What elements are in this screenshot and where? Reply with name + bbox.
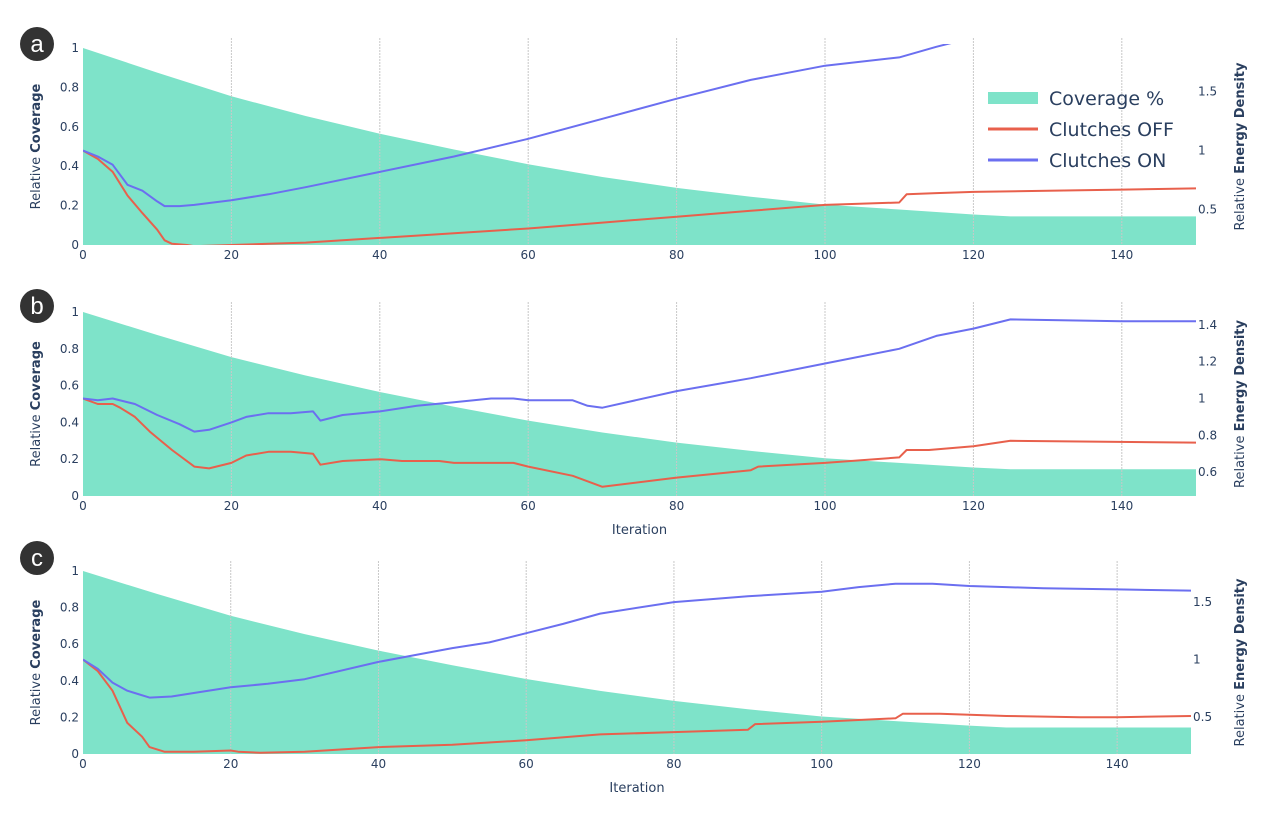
y-right-tick-label: 1.5 <box>1198 85 1217 99</box>
y-right-axis-title: Relative Energy Density <box>1233 319 1248 488</box>
y-left-tick-label: 0.6 <box>60 120 79 134</box>
y-left-tick-label: 0.2 <box>60 199 79 213</box>
y-right-axis-title-prefix: Relative <box>1233 431 1248 488</box>
clutches-off-line <box>83 397 1196 488</box>
y-left-axis-title-bold: Coverage <box>29 84 44 153</box>
y-left-tick-label: 0.2 <box>60 710 79 724</box>
x-tick-label: 20 <box>223 757 238 771</box>
y-left-tick-label: 0 <box>71 489 79 503</box>
coverage-area <box>83 312 1196 496</box>
y-left-tick-label: 1 <box>71 41 79 55</box>
x-tick-label: 100 <box>814 248 837 262</box>
x-tick-label: 0 <box>79 248 87 262</box>
y-left-axis-title-bold: Coverage <box>29 341 44 410</box>
legend-swatch-coverage <box>988 92 1038 104</box>
y-right-tick-label: 1 <box>1193 653 1201 667</box>
y-left-tick-label: 0.6 <box>60 379 79 393</box>
panel-b: 0 20 40 60 80 100 120 140 0 0.2 0.4 0.6 0.8 1 0.6 0.8 1 1… <box>20 289 1248 538</box>
x-tick-label: 120 <box>962 248 985 262</box>
y-right-tick-label: 0.6 <box>1198 465 1217 479</box>
x-tick-label: 60 <box>521 248 536 262</box>
clutches-on-line <box>83 44 952 208</box>
y-left-axis-title-prefix: Relative <box>29 669 44 726</box>
y-right-tick-label: 0.5 <box>1193 710 1212 724</box>
clutches-on-line <box>83 318 1196 433</box>
panel-badge-label: c <box>31 545 43 572</box>
y-right-axis-title-bold: Energy Density <box>1233 578 1248 690</box>
y-left-tick-label: 0.8 <box>60 342 79 356</box>
y-left-tick-label: 0.4 <box>60 674 79 688</box>
y-left-tick-label: 0.8 <box>60 601 79 615</box>
x-axis-title: Iteration <box>609 781 664 796</box>
x-tick-label: 140 <box>1110 248 1133 262</box>
y-left-tick-label: 0.4 <box>60 159 79 173</box>
x-tick-label: 80 <box>666 757 681 771</box>
x-tick-label: 140 <box>1106 757 1129 771</box>
x-tick-label: 40 <box>372 248 387 262</box>
x-tick-label: 120 <box>958 757 981 771</box>
x-tick-label: 100 <box>810 757 833 771</box>
y-right-tick-label: 1.4 <box>1198 318 1217 332</box>
panel-c: 0 20 40 60 80 100 120 140 0 0.2 0.4 0.6 0.8 1 0.5 1 1.5 R… <box>20 541 1248 796</box>
legend: Coverage % Clutches OFF Clutches ON <box>988 88 1174 172</box>
clutches-off-line <box>83 149 1196 245</box>
legend-label: Clutches ON <box>1049 150 1166 172</box>
y-left-tick-label: 0 <box>71 747 79 761</box>
panel-badge <box>20 541 54 575</box>
y-left-tick-label: 0.2 <box>60 452 79 466</box>
x-tick-label: 80 <box>669 499 684 513</box>
legend-label: Coverage % <box>1049 88 1164 110</box>
x-axis-title: Iteration <box>612 523 667 538</box>
x-tick-label: 80 <box>669 248 684 262</box>
y-right-axis-title-prefix: Relative <box>1233 690 1248 747</box>
x-tick-label: 60 <box>521 499 536 513</box>
y-left-tick-label: 0 <box>71 238 79 252</box>
x-tick-label: 20 <box>224 248 239 262</box>
y-left-tick-label: 0.8 <box>60 80 79 94</box>
x-tick-label: 60 <box>519 757 534 771</box>
y-right-tick-label: 1.5 <box>1193 595 1212 609</box>
panel-gap-mask <box>500 538 780 546</box>
x-tick-label: 40 <box>372 499 387 513</box>
panel-badge-label: a <box>30 31 44 58</box>
legend-label: Clutches OFF <box>1049 119 1174 141</box>
y-left-axis-title-prefix: Relative <box>29 153 44 210</box>
x-tick-label: 0 <box>79 499 87 513</box>
y-left-tick-label: 0.4 <box>60 415 79 429</box>
y-right-tick-label: 1 <box>1198 391 1206 405</box>
x-tick-label: 0 <box>79 757 87 771</box>
x-tick-label: 20 <box>224 499 239 513</box>
panel-badge <box>20 289 54 323</box>
y-right-tick-label: 0.8 <box>1198 428 1217 442</box>
x-tick-label: 140 <box>1110 499 1133 513</box>
panel-badge <box>20 27 54 61</box>
y-right-axis-title: Relative Energy Density <box>1233 578 1248 747</box>
y-right-axis-title: Relative Energy Density <box>1233 62 1248 231</box>
y-right-axis-title-bold: Energy Density <box>1233 62 1248 174</box>
x-tick-label: 40 <box>371 757 386 771</box>
clutches-off-line <box>83 658 1191 754</box>
y-right-tick-label: 0.5 <box>1198 203 1217 217</box>
x-tick-label: 120 <box>962 499 985 513</box>
y-left-axis-title: Relative Coverage <box>29 341 44 467</box>
y-right-tick-label: 1 <box>1198 144 1206 158</box>
y-right-tick-label: 1.2 <box>1198 355 1217 369</box>
bottom-edge-mask <box>500 794 780 814</box>
y-left-axis-title: Relative Coverage <box>29 84 44 210</box>
panel-a: 0 20 40 60 80 100 120 140 0 0.2 0.4 0.6 0.8 1 0.5 1 1.5 R… <box>20 27 1248 262</box>
panel-badge-label: b <box>30 293 43 320</box>
y-left-axis-title-bold: Coverage <box>29 600 44 669</box>
x-tick-label: 100 <box>814 499 837 513</box>
y-left-tick-label: 0.6 <box>60 637 79 651</box>
clutches-on-line <box>83 582 1191 699</box>
y-right-axis-title-bold: Energy Density <box>1233 319 1248 431</box>
coverage-area <box>83 48 1196 245</box>
y-left-axis-title: Relative Coverage <box>29 600 44 726</box>
y-right-axis-title-prefix: Relative <box>1233 174 1248 231</box>
coverage-area <box>83 571 1191 754</box>
y-left-axis-title-prefix: Relative <box>29 410 44 467</box>
y-left-tick-label: 1 <box>71 564 79 578</box>
y-left-tick-label: 1 <box>71 305 79 319</box>
